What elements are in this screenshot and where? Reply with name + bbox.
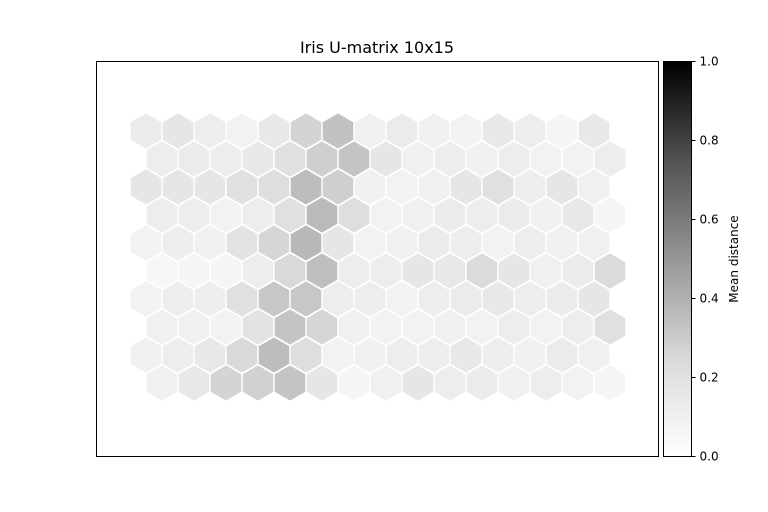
colorbar-tick-label: 1.0 bbox=[700, 55, 719, 69]
colorbar-label: Mean distance bbox=[727, 215, 741, 302]
hex-cell-r3-c14 bbox=[593, 196, 627, 234]
colorbar: 0.0 0.2 0.4 0.6 0.8 1.0 Mean distance bbox=[663, 55, 741, 464]
colorbar-gradient bbox=[663, 61, 692, 457]
colorbar-tick-label: 0.6 bbox=[700, 213, 719, 227]
hex-cell-r6-c14 bbox=[577, 280, 611, 318]
hex-cell-r4-c14 bbox=[577, 224, 611, 262]
colorbar-tick-label: 0.0 bbox=[700, 450, 719, 464]
chart-title: Iris U-matrix 10x15 bbox=[300, 38, 454, 57]
hex-cell-r1-c14 bbox=[593, 140, 627, 178]
hex-cells bbox=[129, 112, 627, 402]
hex-cell-r8-c14 bbox=[577, 336, 611, 374]
hex-cell-r5-c14 bbox=[593, 252, 627, 290]
colorbar-tick-label: 0.8 bbox=[700, 134, 719, 148]
colorbar-tick-label: 0.4 bbox=[700, 292, 719, 306]
hex-cell-r9-c14 bbox=[593, 364, 627, 402]
colorbar-ticks: 0.0 0.2 0.4 0.6 0.8 1.0 bbox=[691, 55, 719, 464]
hex-cell-r0-c14 bbox=[577, 112, 611, 150]
colorbar-tick-label: 0.2 bbox=[700, 371, 719, 385]
hex-cell-r2-c14 bbox=[577, 168, 611, 206]
hex-cell-r7-c14 bbox=[593, 308, 627, 346]
